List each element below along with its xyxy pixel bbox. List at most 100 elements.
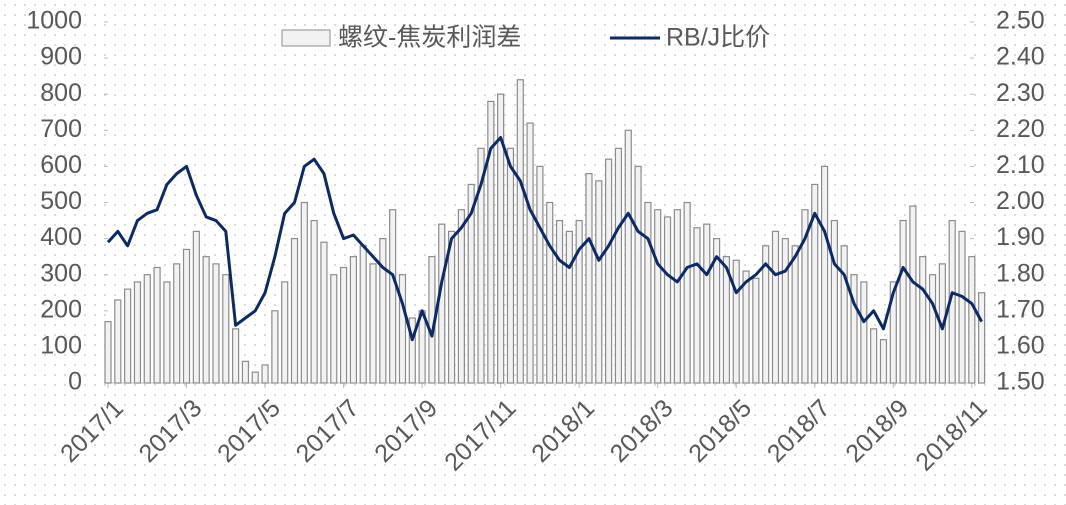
bar	[742, 270, 750, 384]
bar	[673, 209, 681, 384]
bar	[624, 129, 632, 384]
bar	[870, 328, 878, 384]
bar	[752, 277, 760, 384]
x-tick-label: 2017/11	[439, 394, 521, 476]
bar	[408, 317, 416, 384]
x-tick-label: 2018/1	[526, 394, 600, 468]
bar	[762, 245, 770, 384]
bar	[281, 281, 289, 384]
x-tick-label: 2017/1	[55, 394, 129, 468]
bar	[919, 256, 927, 384]
y-tick-label: 600	[40, 151, 82, 179]
x-tick-label: 2017/7	[291, 394, 365, 468]
y-tick-label: 300	[40, 259, 82, 287]
bar	[290, 238, 299, 384]
y2-tick-label: 1.50	[996, 368, 1045, 396]
bar	[182, 248, 191, 384]
bar	[359, 245, 367, 384]
bar	[928, 274, 937, 384]
bar	[241, 360, 250, 384]
bar	[232, 328, 240, 384]
bar	[978, 292, 986, 384]
y-tick-label: 100	[40, 332, 82, 360]
bar	[899, 219, 907, 384]
y2-tick-label: 2.30	[996, 79, 1045, 107]
bar	[497, 93, 505, 384]
y-tick-label: 1000	[26, 7, 82, 35]
bar	[889, 281, 897, 384]
bar	[968, 256, 976, 384]
bar	[703, 223, 711, 384]
legend-label: 螺纹-焦炭利润差	[338, 24, 521, 52]
bar	[271, 310, 279, 384]
bar	[555, 219, 564, 384]
bar	[477, 147, 485, 384]
legend-swatch	[281, 29, 331, 47]
x-tick-label: 2017/5	[212, 394, 286, 468]
bar	[369, 263, 377, 384]
bar	[310, 219, 318, 384]
bar	[801, 209, 809, 384]
y2-tick-label: 2.10	[996, 151, 1045, 179]
bar	[506, 147, 515, 384]
bar	[133, 281, 142, 384]
bar	[771, 230, 780, 384]
x-tick-label: 2018/11	[910, 394, 992, 476]
bar	[124, 288, 132, 384]
bar	[565, 230, 573, 384]
bar	[487, 100, 495, 384]
bar	[261, 364, 269, 384]
bar	[339, 266, 348, 384]
bar	[173, 263, 181, 384]
bar	[163, 281, 171, 384]
y-tick-label: 0	[68, 368, 82, 396]
y2-tick-label: 2.50	[996, 7, 1045, 35]
y-tick-label: 400	[40, 223, 82, 251]
bar	[605, 158, 613, 384]
bar	[879, 339, 888, 384]
y-tick-label: 800	[40, 79, 82, 107]
bar	[320, 241, 328, 384]
bar	[536, 165, 544, 384]
bar	[732, 259, 740, 384]
bar	[575, 219, 583, 384]
bar	[389, 209, 397, 384]
bar	[595, 180, 603, 384]
bar	[438, 223, 446, 384]
bar	[663, 216, 672, 384]
y-tick-label: 200	[40, 295, 82, 323]
bar	[202, 256, 210, 384]
bar	[222, 274, 230, 384]
bar	[447, 230, 456, 384]
bar	[683, 201, 691, 384]
bar	[300, 201, 308, 384]
y-tick-label: 500	[40, 187, 82, 215]
y2-tick-label: 1.80	[996, 259, 1045, 287]
bar	[693, 227, 701, 384]
y2-tick-label: 2.40	[996, 43, 1045, 71]
bar	[830, 219, 838, 384]
bar	[585, 173, 593, 384]
x-tick-label: 2018/3	[605, 394, 679, 468]
y2-tick-label: 1.90	[996, 223, 1045, 251]
bar	[114, 299, 122, 384]
x-tick-label: 2017/3	[134, 394, 208, 468]
y2-tick-label: 1.70	[996, 295, 1045, 323]
bar	[398, 274, 407, 384]
bar	[153, 266, 161, 384]
bar	[850, 274, 858, 384]
bar	[379, 238, 387, 384]
bar	[457, 209, 465, 384]
y2-tick-label: 2.00	[996, 187, 1045, 215]
bar	[349, 256, 358, 384]
y-tick-label: 900	[40, 43, 82, 71]
x-tick-label: 2018/9	[840, 394, 914, 468]
bar	[614, 147, 623, 384]
x-tick-label: 2018/7	[762, 394, 836, 468]
bar	[860, 281, 868, 384]
bar	[791, 245, 799, 384]
bar	[654, 209, 662, 384]
bar	[644, 201, 652, 384]
